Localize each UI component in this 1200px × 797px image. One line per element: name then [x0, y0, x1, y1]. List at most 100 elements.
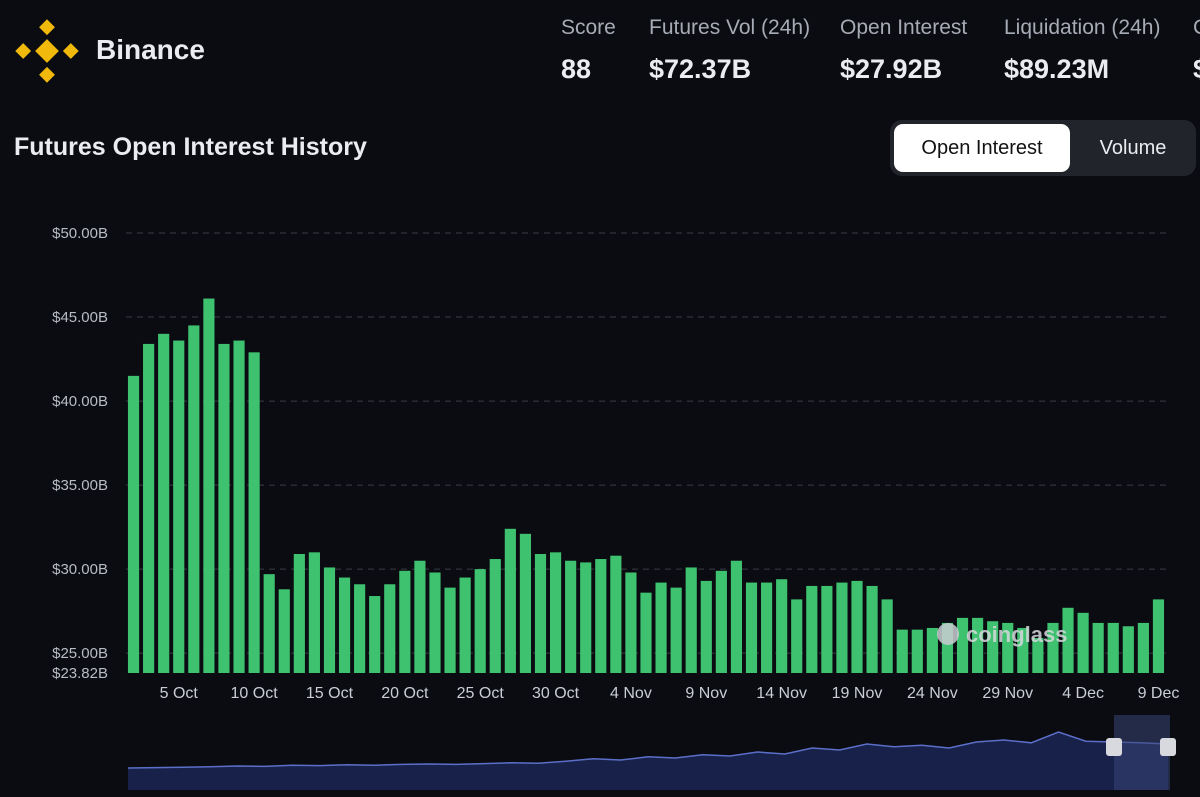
bar — [263, 574, 275, 673]
stat-value: 88 — [561, 54, 592, 84]
bar — [323, 567, 336, 673]
x-tick-label: 5 Oct — [160, 685, 199, 702]
bar — [399, 570, 411, 673]
bar — [248, 352, 260, 673]
bar — [1032, 638, 1044, 673]
bar — [293, 554, 305, 673]
x-tick-label: 9 Nov — [685, 685, 727, 702]
bar — [143, 343, 155, 673]
x-tick-label: 25 Oct — [457, 685, 505, 702]
bar — [972, 617, 984, 673]
stat-open-interest: Open Interest $27.92B — [840, 16, 967, 85]
bar — [444, 587, 456, 673]
bar — [610, 555, 622, 673]
bar — [278, 589, 290, 673]
stat-futures-vol: Futures Vol (24h) $72.37B — [649, 16, 810, 85]
stat-label: Liquidation (24h) — [1004, 16, 1161, 39]
watermark-text: coinglass — [966, 622, 1067, 647]
bar — [836, 582, 848, 673]
bar — [549, 552, 562, 673]
bar — [354, 584, 366, 673]
y-tick-label: $35.00B — [52, 477, 108, 494]
bar — [670, 587, 682, 673]
x-tick-label: 19 Nov — [832, 685, 883, 702]
chart-mode-toggle: Open Interest Volume — [890, 120, 1196, 176]
y-tick-label: $25.00B — [52, 645, 108, 662]
bar — [489, 559, 501, 673]
bar — [1077, 612, 1089, 673]
navigator-line — [127, 731, 1169, 769]
y-tick-label: $40.00B — [52, 393, 108, 410]
bar — [1047, 622, 1059, 673]
stat-value: $ — [1193, 54, 1200, 85]
bar — [761, 582, 773, 673]
bar — [474, 569, 486, 673]
stat-label: C — [1193, 16, 1200, 40]
y-tick-label: $45.00B — [52, 309, 108, 326]
toggle-open-interest[interactable]: Open Interest — [894, 124, 1070, 172]
bar — [308, 552, 320, 673]
x-tick-label: 30 Oct — [532, 685, 580, 702]
stat-label: Score — [561, 16, 616, 39]
x-tick-label: 4 Nov — [610, 685, 652, 702]
bar — [1152, 599, 1165, 673]
bar — [806, 585, 818, 673]
bar — [580, 562, 592, 673]
stat-value: $89.23M — [1004, 54, 1110, 84]
x-tick-label: 20 Oct — [381, 685, 429, 702]
section-title: Futures Open Interest History — [14, 133, 367, 161]
stat-label: Futures Vol (24h) — [649, 16, 811, 39]
bar — [685, 567, 697, 673]
bar — [715, 570, 727, 673]
bar — [534, 554, 547, 673]
bar — [640, 592, 652, 673]
toggle-volume[interactable]: Volume — [1099, 137, 1167, 159]
watermark-icon — [937, 623, 959, 645]
stat-score: Score 88 — [561, 16, 616, 85]
bar — [911, 629, 923, 673]
bar — [504, 528, 516, 673]
x-tick-label: 10 Oct — [231, 685, 279, 702]
stat-cut-off: C $ — [1193, 16, 1200, 85]
bar — [1017, 627, 1029, 673]
bar — [158, 333, 170, 673]
bar — [595, 559, 607, 673]
stat-value: $72.37B — [649, 54, 752, 84]
x-tick-label: 14 Nov — [756, 685, 807, 702]
binance-logo-icon — [15, 19, 79, 83]
bar — [338, 577, 351, 673]
bar — [369, 596, 381, 673]
bar — [700, 580, 712, 673]
bar — [127, 375, 140, 673]
bar — [203, 298, 215, 673]
bar — [881, 599, 893, 673]
bar — [1122, 626, 1134, 673]
bar — [956, 617, 969, 673]
bar — [1137, 622, 1149, 673]
x-tick-label: 4 Dec — [1062, 685, 1104, 702]
navigator-left-handle[interactable] — [1106, 738, 1122, 756]
bar — [926, 627, 938, 673]
x-tick-label: 9 Dec — [1138, 685, 1180, 702]
navigator-right-handle[interactable] — [1160, 738, 1176, 756]
bar — [745, 582, 758, 673]
stat-value: $27.92B — [840, 54, 943, 84]
x-tick-label: 24 Nov — [907, 685, 958, 702]
bar — [1002, 622, 1014, 673]
stat-label: Open Interest — [840, 16, 968, 39]
y-tick-label: $50.00B — [52, 225, 108, 242]
y-tick-label: $30.00B — [52, 561, 108, 578]
bar — [429, 572, 441, 673]
bar — [173, 340, 185, 673]
bar — [866, 585, 878, 673]
bar — [941, 622, 954, 673]
bar — [459, 577, 471, 673]
bar — [625, 572, 637, 673]
bar — [233, 340, 245, 673]
x-tick-label: 29 Nov — [982, 685, 1033, 702]
bar — [1107, 622, 1119, 673]
y-tick-label: $23.82B — [52, 665, 108, 682]
bar — [218, 343, 230, 673]
exchange-name: Binance — [96, 34, 205, 65]
